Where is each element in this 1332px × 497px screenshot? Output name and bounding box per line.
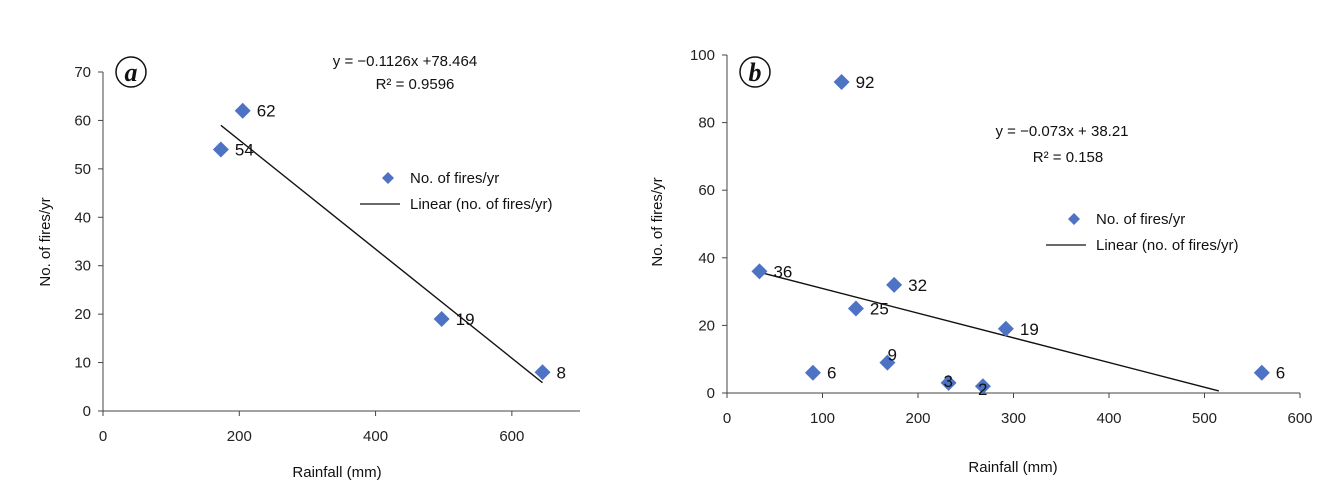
panel-b-x-axis-title: Rainfall (mm) — [968, 459, 1057, 476]
panel-a-y-tick-label: 0 — [83, 403, 91, 420]
panel-b-data-point — [997, 320, 1014, 337]
panel-b-x-tick-label: 600 — [1287, 410, 1312, 427]
panel-b-data-label: 6 — [827, 364, 836, 383]
panel-a-data-label: 54 — [235, 140, 254, 159]
panel-b-legend-label-trendline: Linear (no. of fires/yr) — [1096, 237, 1239, 254]
panel-a-data-label: 8 — [557, 363, 566, 382]
panel-b-x-tick-label: 0 — [723, 410, 731, 427]
panel-b-x-tick-label: 300 — [1001, 410, 1026, 427]
panel-a-y-tick-label: 70 — [74, 64, 91, 81]
panel-b-data-label: 25 — [870, 300, 889, 319]
panel-b-x-tick-label: 400 — [1096, 410, 1121, 427]
panel-a-trendline — [220, 124, 543, 384]
panel-b-data-label: 9 — [887, 346, 896, 365]
panel-b-data-label: 92 — [856, 73, 875, 92]
panel-a-y-tick-label: 40 — [74, 209, 91, 226]
panel-b-y-tick-label: 100 — [690, 47, 715, 64]
panel-b-y-tick-label: 80 — [698, 115, 715, 132]
panel-a-legend-marker — [382, 172, 394, 184]
panel-a-y-tick-label: 60 — [74, 112, 91, 129]
panel-a-x-tick-label: 0 — [99, 428, 107, 445]
panel-a-x-axis-title: Rainfall (mm) — [292, 464, 381, 481]
panel-a-data-point — [433, 310, 450, 327]
panel-b-x-tick-label: 200 — [905, 410, 930, 427]
panel-b-data-point — [974, 378, 991, 395]
panel-a-x-tick-label: 200 — [227, 428, 252, 445]
panel-b-data-label: 19 — [1020, 320, 1039, 339]
panel-a-equation: y = −0.1126x +78.464 — [333, 53, 477, 70]
panel-a-y-axis-title: No. of fires/yr — [37, 197, 54, 286]
panel-b-y-tick-label: 0 — [707, 385, 715, 402]
panel-b-data-label: 32 — [908, 276, 927, 295]
panel-b-label: b — [749, 58, 762, 87]
panel-b-r-squared: R² = 0.158 — [1033, 149, 1103, 166]
panel-b-trendline — [759, 271, 1220, 392]
panel-b-x-tick-label: 500 — [1192, 410, 1217, 427]
panel-a-data-label: 62 — [257, 102, 276, 121]
panel-b-data-point — [940, 374, 957, 391]
panel-a-y-tick-label: 50 — [74, 161, 91, 178]
panel-b-y-tick-label: 60 — [698, 182, 715, 199]
panel-b-data-label: 6 — [1276, 364, 1285, 383]
panel-b-y-tick-label: 40 — [698, 250, 715, 267]
panel-a-y-tick-label: 20 — [74, 306, 91, 323]
chart-panel-b: b y = −0.073x + 38.21 R² = 0.158 Rainfal… — [649, 47, 1313, 476]
panel-b-data-label: 36 — [773, 262, 792, 281]
panel-b-legend-marker — [1068, 213, 1080, 225]
panel-a-y-tick-label: 30 — [74, 258, 91, 275]
panel-a-data-point — [534, 364, 551, 381]
panel-b-x-tick-label: 100 — [810, 410, 835, 427]
panel-b-y-axis-title: No. of fires/yr — [649, 177, 666, 266]
panel-b-legend-label-series: No. of fires/yr — [1096, 211, 1185, 228]
panel-a-data-point — [212, 141, 229, 158]
panel-a-x-tick-label: 600 — [499, 428, 524, 445]
panel-a-data-point — [234, 102, 251, 119]
panel-a-label-badge: a — [115, 56, 147, 88]
panel-b-data-point — [804, 364, 821, 381]
panel-a-r-squared: R² = 0.9596 — [376, 76, 455, 93]
panel-a-data-label: 19 — [456, 310, 475, 329]
panel-b-y-tick-label: 20 — [698, 317, 715, 334]
panel-a-legend-label-trendline: Linear (no. of fires/yr) — [410, 196, 553, 213]
panel-a-x-tick-label: 400 — [363, 428, 388, 445]
panel-b-label-circle — [739, 56, 771, 88]
panel-b-label-badge: b — [739, 56, 771, 88]
panel-b-data-point — [847, 300, 864, 317]
panel-b-legend: No. of fires/yr Linear (no. of fires/yr) — [1046, 211, 1239, 254]
chart-panel-a: a y = −0.1126x +78.464 R² = 0.9596 Rainf… — [37, 53, 580, 481]
panel-b-data-point — [1253, 364, 1270, 381]
panel-a-legend-label-series: No. of fires/yr — [410, 170, 499, 187]
panel-a-legend: No. of fires/yr Linear (no. of fires/yr) — [360, 170, 553, 213]
panel-b-equation: y = −0.073x + 38.21 — [995, 123, 1128, 140]
panel-b-data-point — [833, 74, 850, 91]
panel-b-data-point — [751, 263, 768, 280]
panel-a-y-tick-label: 10 — [74, 355, 91, 372]
panel-a-label: a — [125, 58, 138, 87]
panel-b-data-label: 2 — [978, 380, 987, 399]
panel-b-data-point — [879, 354, 896, 371]
panel-a-label-circle — [115, 56, 147, 88]
panel-b-data-label: 3 — [944, 372, 953, 391]
panel-b-data-point — [886, 276, 903, 293]
